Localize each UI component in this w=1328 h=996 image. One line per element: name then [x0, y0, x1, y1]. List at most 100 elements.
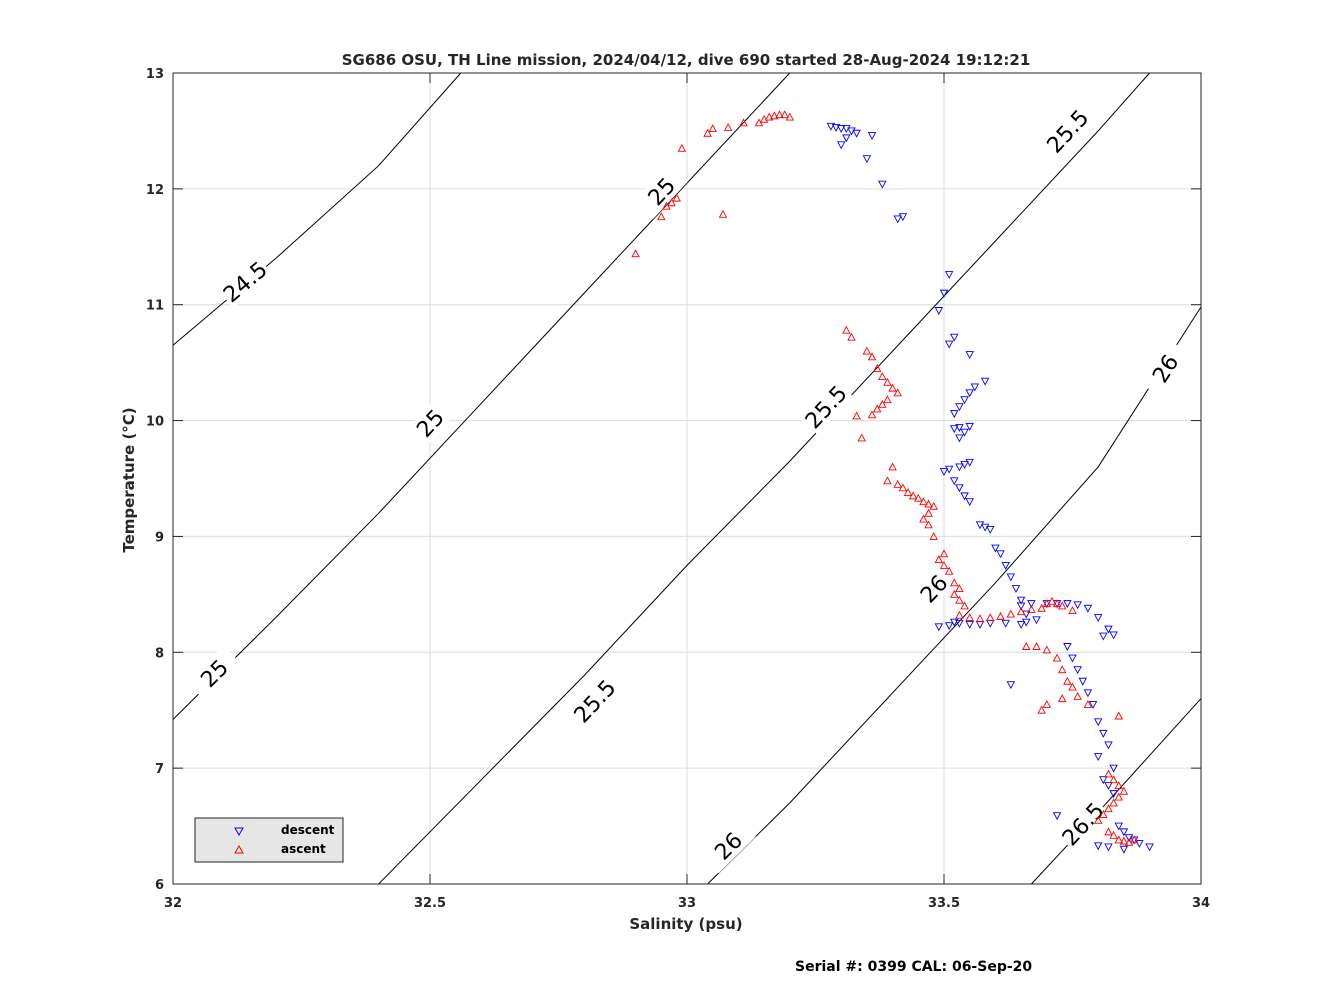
ascent-marker: [718, 209, 728, 218]
descent-marker: [955, 463, 964, 472]
descent-marker: [1119, 828, 1129, 837]
descent-marker: [1016, 602, 1026, 611]
serial-cal-footer: Serial #: 0399 CAL: 06-Sep-20: [795, 959, 1032, 975]
descent-marker: [862, 155, 872, 164]
descent-marker: [836, 125, 846, 134]
ascent-marker: [867, 352, 877, 361]
ascent-marker: [1068, 606, 1077, 615]
descent-marker: [950, 333, 959, 342]
ascent-marker: [965, 613, 974, 621]
legend-ascent-label: ascent: [281, 842, 326, 856]
descent-marker: [965, 389, 974, 398]
plot-frame: [172, 72, 1202, 885]
ascent-marker: [1129, 835, 1139, 844]
ascent-marker: [1006, 609, 1016, 618]
descent-marker: [996, 550, 1005, 559]
ascent-marker: [883, 395, 892, 404]
grid-lines: [173, 73, 1201, 884]
ascent-marker: [944, 566, 954, 575]
descent-marker: [1099, 632, 1108, 641]
ascent-marker: [1073, 691, 1082, 700]
descent-marker: [944, 271, 954, 280]
descent-marker: [965, 351, 974, 359]
x-tick-labels: 32 32.5 33 33.5 34: [164, 896, 1210, 911]
ascent-marker: [1068, 682, 1077, 691]
y-tick-label: 7: [155, 762, 164, 777]
descent-marker: [1083, 604, 1093, 613]
descent-marker: [852, 129, 861, 138]
ascent-marker: [780, 110, 789, 119]
ascent-marker: [1109, 775, 1118, 784]
descent-marker: [1006, 573, 1016, 582]
ascent-marker: [1016, 607, 1026, 616]
descent-marker: [960, 428, 969, 437]
contour-label-gap: [402, 395, 458, 451]
x-tick-label: 33: [678, 896, 696, 911]
ascent-marker: [770, 111, 779, 120]
ascent-marker: [1104, 769, 1113, 778]
descent-marker: [950, 425, 959, 434]
ascent-marker: [950, 589, 959, 598]
ascent-marker: [1052, 653, 1062, 662]
ascent-marker: [672, 193, 681, 202]
descent-marker: [955, 619, 964, 628]
ascent-marker: [1037, 603, 1046, 612]
ascent-marker: [914, 493, 923, 502]
descent-marker: [1109, 790, 1118, 799]
descent-marker: [950, 477, 959, 486]
ascent-marker: [919, 514, 928, 523]
ascent-marker: [1057, 665, 1067, 674]
descent-marker: [965, 498, 974, 507]
descent-marker: [878, 180, 887, 189]
density-contour-line: [707, 306, 1202, 885]
ascent-marker: [893, 388, 902, 397]
y-tick-label: 6: [155, 878, 164, 893]
descent-marker: [1068, 654, 1077, 663]
descent-marker: [1001, 619, 1010, 628]
density-contour-line: [378, 72, 1150, 885]
contour-label-gap: [700, 818, 756, 874]
ascent-marker: [908, 491, 918, 500]
descent-marker: [944, 340, 954, 349]
ascent-marker: [723, 123, 733, 131]
ascent-marker: [955, 610, 964, 619]
contour-label-gap: [1140, 339, 1191, 398]
y-tick-label: 13: [146, 67, 164, 82]
descent-marker: [1073, 601, 1082, 610]
density-contour-line: [172, 72, 791, 720]
ascent-marker: [775, 110, 784, 119]
ascent-marker: [857, 433, 867, 442]
ascent-marker: [1052, 599, 1062, 608]
descent-marker: [960, 396, 969, 405]
contour-label-gap: [798, 378, 854, 435]
descent-marker: [965, 422, 974, 431]
descent-marker: [1063, 643, 1072, 651]
ascent-marker: [703, 128, 712, 137]
descent-marker: [955, 403, 964, 412]
descent-marker: [1119, 845, 1129, 854]
ascent-marker: [657, 212, 666, 221]
ascent-marker: [1047, 596, 1057, 605]
ascent-marker: [1042, 645, 1052, 654]
descent-marker: [1078, 677, 1088, 686]
ascent-marker: [872, 404, 882, 413]
ascent-marker: [996, 611, 1005, 620]
ascent-marker: [924, 508, 933, 517]
descent-marker: [1104, 741, 1113, 750]
ascent-marker: [929, 531, 938, 540]
ascent-marker: [847, 332, 856, 341]
legend-descent-label: descent: [281, 823, 335, 837]
descent-marker: [826, 122, 836, 131]
ascent-marker: [903, 487, 913, 496]
ascent-marker: [842, 325, 851, 334]
descent-marker: [934, 307, 944, 315]
descent-marker: [1135, 840, 1144, 848]
ascent-marker: [1021, 642, 1031, 650]
ascent-marker: [1037, 705, 1046, 714]
ascent-marker: [852, 411, 861, 420]
descent-marker: [980, 377, 990, 386]
legend: descent ascent: [194, 817, 344, 863]
descent-marker: [1016, 621, 1026, 629]
